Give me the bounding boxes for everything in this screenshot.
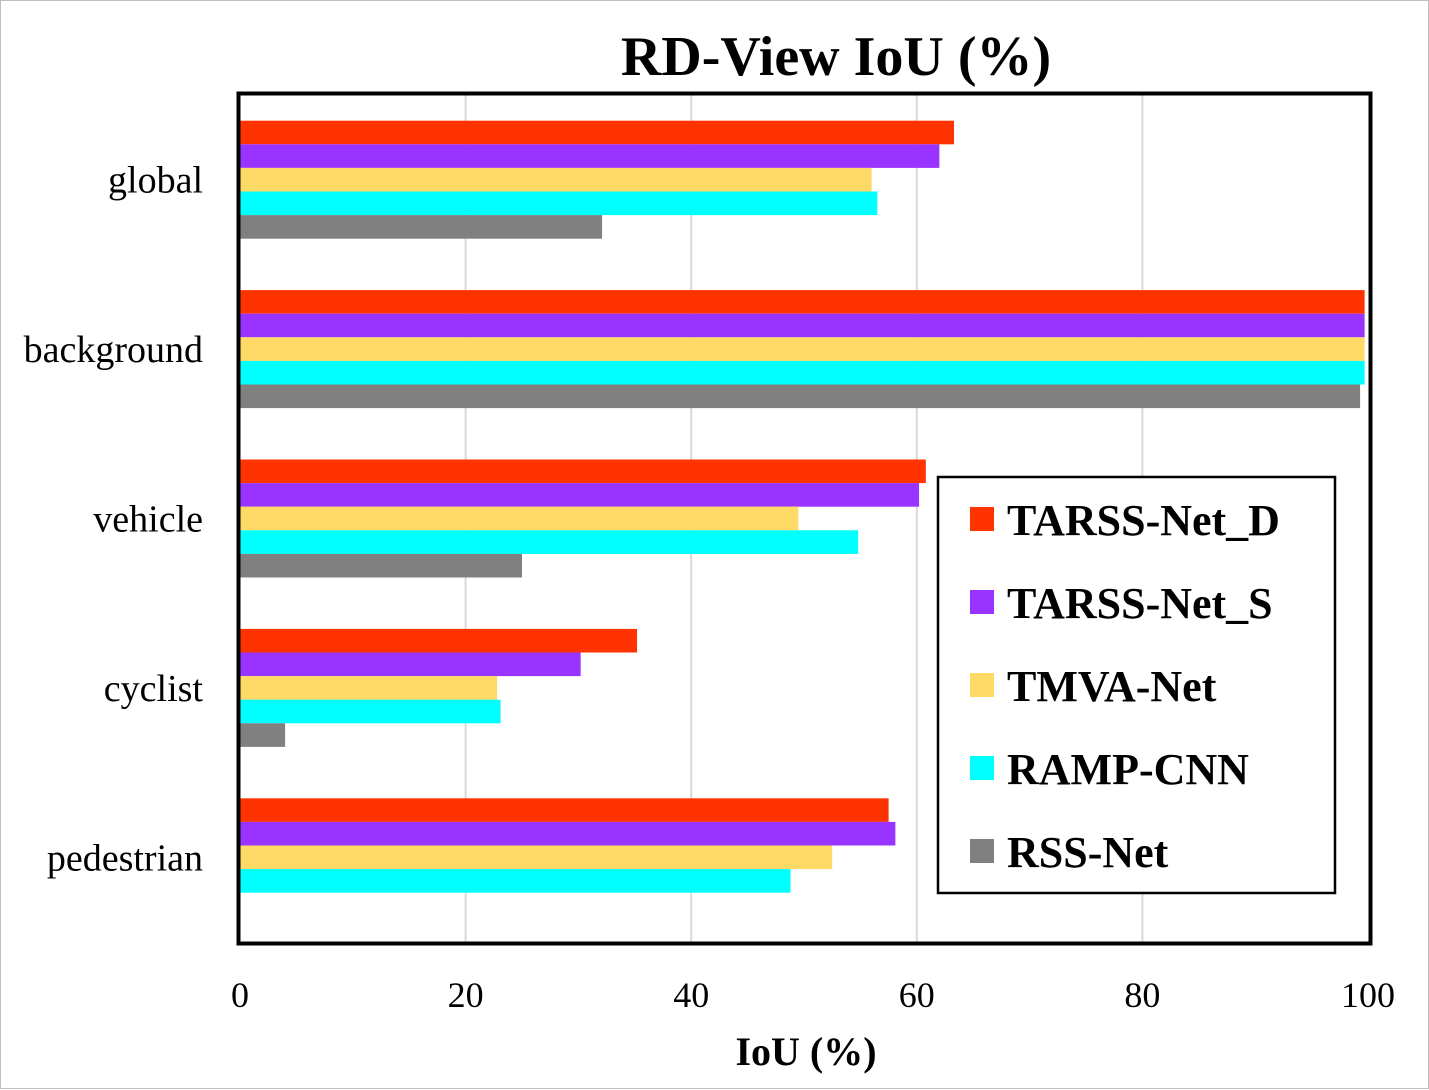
x-axis-title: IoU (%) bbox=[735, 1029, 876, 1074]
x-tick-label: 40 bbox=[673, 975, 709, 1015]
legend-label: RAMP-CNN bbox=[1007, 745, 1249, 794]
bar-cyclist-rss-net bbox=[240, 723, 286, 747]
bar-global-tarss-net_s bbox=[240, 144, 940, 168]
bar-vehicle-tarss-net_s bbox=[240, 483, 920, 507]
bar-global-tmva-net bbox=[240, 167, 872, 192]
bar-background-tarss-net_d bbox=[240, 290, 1365, 314]
bar-global-tarss-net_d bbox=[240, 120, 955, 145]
legend-swatch bbox=[970, 839, 994, 863]
bar-background-rss-net bbox=[240, 384, 1361, 409]
bar-cyclist-tarss-net_s bbox=[240, 652, 581, 677]
plot-area-border bbox=[236, 91, 1373, 946]
x-tick-label: 20 bbox=[448, 975, 484, 1015]
bar-background-ramp-cnn bbox=[240, 360, 1365, 385]
bars bbox=[240, 120, 1365, 893]
x-tick-label: 0 bbox=[231, 975, 249, 1015]
bar-cyclist-tarss-net_d bbox=[240, 628, 638, 653]
legend-swatch bbox=[970, 507, 994, 531]
bar-vehicle-tmva-net bbox=[240, 506, 799, 531]
legend-swatch bbox=[970, 590, 994, 614]
legend-label: TARSS-Net_D bbox=[1007, 496, 1280, 545]
category-label: pedestrian bbox=[47, 837, 203, 879]
bar-cyclist-ramp-cnn bbox=[240, 699, 501, 724]
legend: TARSS-Net_D TARSS-Net_S TMVA-Net RAMP-CNN RS… bbox=[936, 475, 1337, 895]
bar-pedestrian-tarss-net_s bbox=[240, 821, 896, 846]
bar-global-rss-net bbox=[240, 215, 603, 239]
bar-cyclist-tmva-net bbox=[240, 676, 498, 700]
chart-title: RD-View IoU (%) bbox=[621, 26, 1051, 88]
legend-box bbox=[936, 475, 1337, 895]
x-tick-labels: 0 20 40 60 80 100 bbox=[231, 975, 1395, 1015]
x-tick-label: 60 bbox=[899, 975, 935, 1015]
legend-label: TMVA-Net bbox=[1007, 662, 1217, 711]
category-label: background bbox=[24, 329, 203, 371]
x-tick-label: 80 bbox=[1124, 975, 1160, 1015]
legend-label: TARSS-Net_S bbox=[1007, 579, 1273, 628]
bar-vehicle-rss-net bbox=[240, 553, 522, 578]
category-labels: global background vehicle cyclist pedestrian bbox=[24, 160, 204, 880]
legend-swatch bbox=[970, 673, 994, 697]
x-tick-label: 100 bbox=[1341, 975, 1395, 1015]
bar-background-tmva-net bbox=[240, 337, 1365, 361]
bar-background-tarss-net_s bbox=[240, 313, 1365, 338]
bar-pedestrian-tmva-net bbox=[240, 845, 833, 870]
bar-vehicle-ramp-cnn bbox=[240, 530, 859, 554]
legend-label: RSS-Net bbox=[1007, 828, 1169, 877]
category-label: cyclist bbox=[104, 668, 204, 710]
category-label: vehicle bbox=[93, 499, 203, 541]
category-label: global bbox=[108, 160, 203, 202]
legend-swatch bbox=[970, 756, 994, 780]
bar-pedestrian-tarss-net_d bbox=[240, 798, 889, 822]
bar-vehicle-tarss-net_d bbox=[240, 459, 926, 484]
bar-global-ramp-cnn bbox=[240, 191, 878, 216]
bar-pedestrian-ramp-cnn bbox=[240, 869, 791, 893]
